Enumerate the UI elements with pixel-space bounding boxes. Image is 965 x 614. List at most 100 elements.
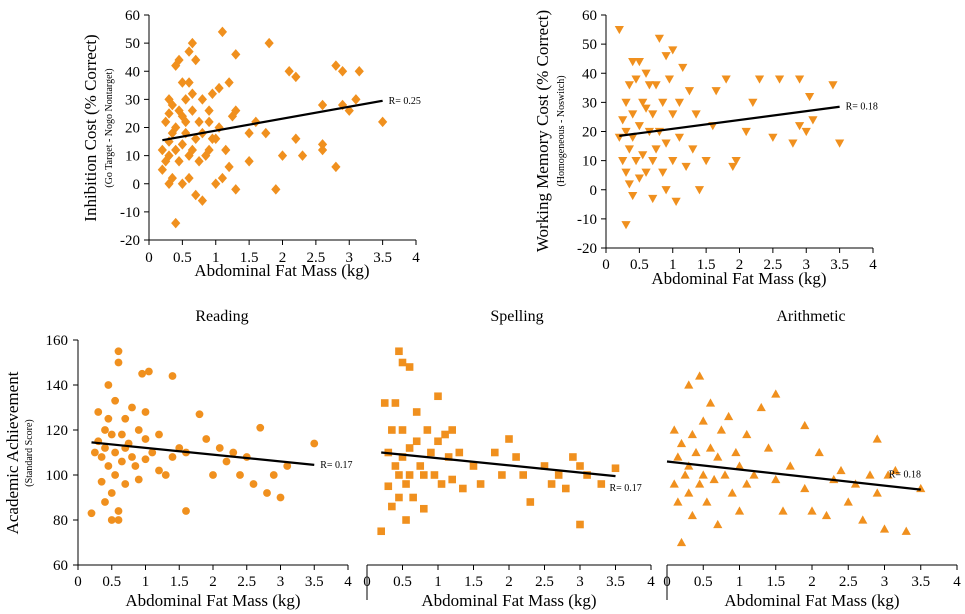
working-memory-data-point [634,58,644,67]
inhibition-data-point [191,189,201,201]
reading-data-point [121,414,130,423]
spelling-data-point [498,471,506,479]
reading-y-tick-label: 60 [53,558,68,574]
spelling-data-point [576,462,584,470]
working-memory-data-point [731,157,741,166]
arithmetic-data-point [858,515,868,524]
working-memory-data-point [754,75,765,84]
spelling-data-point [412,408,421,416]
working-memory-y-tick-label: -20 [577,241,597,257]
inhibition-r-label: R= 0.25 [389,96,421,107]
working-memory-data-point [671,197,681,206]
arithmetic-data-point [879,524,890,533]
inhibition-data-point [181,94,191,105]
working-memory-x-tick-label: 3 [803,257,811,273]
spelling-x-tick-label: 1 [434,574,442,590]
spelling-data-point [437,480,446,488]
inhibition-data-point [197,94,207,105]
arithmetic-data-point [771,389,781,398]
arithmetic-data-point [720,470,730,479]
inhibition-data-point [231,105,241,116]
reading-data-point [114,516,123,524]
working-memory-y-axis-title: Working Memory Cost (% Correct) [533,10,552,252]
spelling-data-point [491,448,499,457]
inhibition-data-point [187,37,197,49]
working-memory-data-point [641,104,651,113]
working-memory-data-point [618,116,628,125]
academic-y-axis-title: Academic Achievement [3,371,22,534]
inhibition-data-point [331,161,341,173]
arithmetic-x-tick-label: 0 [663,574,671,590]
spelling-data-point [405,471,414,479]
inhibition-data-point [297,150,308,161]
working-memory-y-tick-label: 30 [582,95,597,111]
spelling-data-point [576,520,584,529]
working-memory-data-point [624,81,634,90]
inhibition-data-point [191,133,201,144]
reading-data-point [236,471,244,479]
spelling-data-point [583,471,591,479]
working-memory-data-point [638,98,648,107]
reading-data-point [117,457,126,466]
arithmetic-data-point [669,479,679,488]
reading-data-point [195,410,204,419]
arithmetic-data-point [702,497,712,506]
reading-data-point [283,462,292,470]
arithmetic-x-tick-label: 1.5 [766,574,785,590]
inhibition-data-point [207,88,218,99]
arithmetic-data-point [709,474,719,484]
spelling-r-label: R= 0.17 [610,483,642,494]
reading-data-point [229,448,238,457]
spelling-data-point [569,453,577,461]
working-memory-x-tick-label: 2.5 [764,257,783,273]
inhibition-y-tick-label: -20 [120,233,140,249]
inhibition-data-point [214,82,224,94]
arithmetic-data-point [716,425,726,434]
reading-title: Reading [195,308,248,325]
working-memory-data-point [661,186,671,195]
spelling-data-point [611,464,620,473]
inhibition-data-point [171,60,181,71]
spelling-data-point [405,363,414,371]
reading-data-point [104,414,113,423]
arithmetic-data-point [883,470,893,479]
working-memory-data-point [664,75,675,84]
arithmetic-data-point [872,488,882,497]
inhibition-data-point [217,172,228,184]
reading-x-tick-label: 3.5 [305,574,324,590]
spelling-data-point [427,448,435,457]
working-memory-x-tick-label: 0 [602,257,610,273]
inhibition-data-point [187,144,197,156]
arithmetic-data-point [713,519,723,529]
inhibition-data-point [181,116,191,128]
spelling-x-tick-label: 3 [576,574,584,590]
working-memory-y-tick-label: 10 [582,154,597,170]
working-memory-data-point [624,180,634,189]
arithmetic-data-point [673,497,683,506]
reading-data-point [134,475,143,484]
arithmetic-data-point [836,465,846,475]
reading-y-tick-label: 160 [46,333,69,349]
reading-x-tick-label: 0 [74,574,82,590]
working-memory-data-point [641,168,651,177]
arithmetic-data-point [734,461,745,470]
inhibition-data-point [171,122,181,133]
spelling-data-point [398,453,407,461]
working-memory-data-point [661,52,671,61]
inhibition-data-point [164,178,174,189]
reading-data-point [90,448,99,457]
spelling-data-point [398,426,407,434]
inhibition-data-point [217,26,228,38]
working-memory-data-point [658,98,668,107]
inhibition-data-point [231,184,241,195]
working-memory-data-point [624,145,634,154]
reading-data-point [101,426,109,434]
reading-data-point [148,448,157,457]
reading-data-point [222,457,231,466]
inhibition-x-axis-title: Abdominal Fat Mass (kg) [194,261,369,280]
arithmetic-title: Arithmetic [776,308,845,325]
reading-data-point [114,347,123,356]
inhibition-x-tick-label: 0 [145,250,153,266]
reading-data-point [94,408,103,416]
